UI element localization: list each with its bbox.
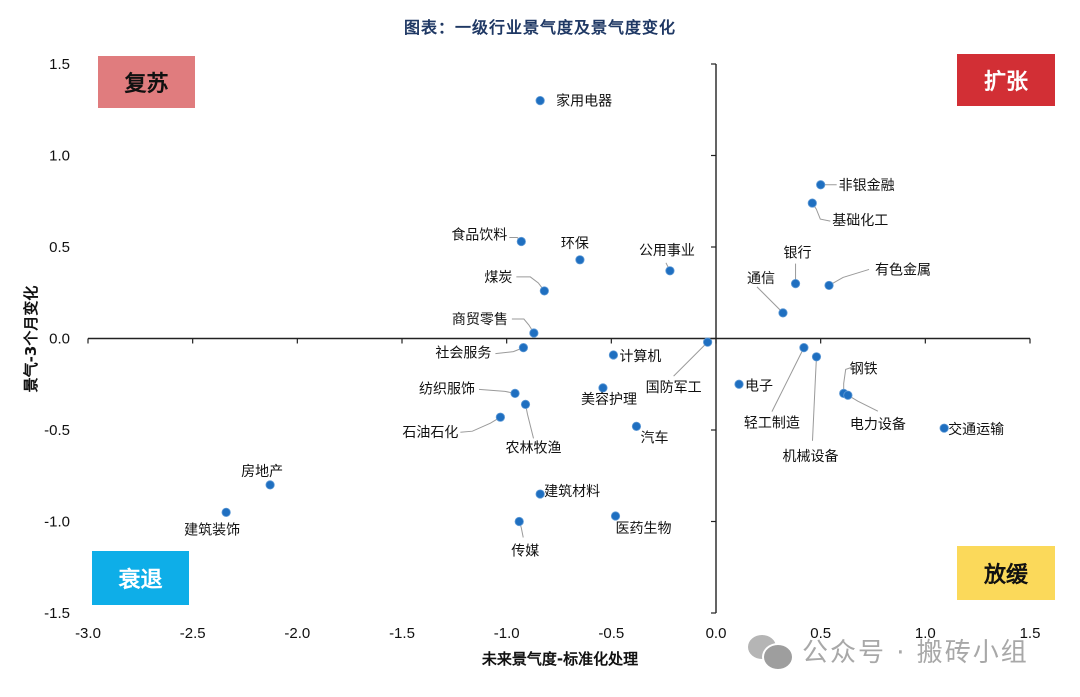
point-label: 家用电器 bbox=[556, 93, 612, 110]
data-point bbox=[518, 343, 529, 353]
x-tick-label: 1.5 bbox=[1020, 625, 1041, 642]
data-point bbox=[811, 352, 822, 362]
x-tick-label: -3.0 bbox=[75, 625, 101, 642]
point-label: 社会服务 bbox=[435, 346, 491, 362]
data-point bbox=[514, 516, 524, 527]
point-label: 银行 bbox=[784, 246, 812, 262]
x-tick-label: 1.0 bbox=[915, 625, 936, 642]
data-point bbox=[790, 278, 801, 289]
axes: -3.0 -2.5 -2.0 -1.5 -1.0 -0.5 0.0 0.5 1.0 1.5 1.5 1… bbox=[44, 56, 1040, 642]
point-label: 通信 bbox=[747, 271, 775, 287]
point-label: 农林牧渔 bbox=[506, 440, 562, 456]
x-tick-label: -0.5 bbox=[598, 625, 624, 642]
data-point bbox=[665, 266, 675, 276]
quadrant-label-recovery: 复苏 bbox=[98, 56, 195, 108]
point-label: 汽车 bbox=[640, 429, 668, 446]
data-point bbox=[520, 399, 531, 409]
chart-title: 图表：一级行业景气度及景气度变化 bbox=[403, 18, 676, 37]
data-point bbox=[843, 390, 853, 400]
quadrant-label-slowdown: 放缓 bbox=[957, 546, 1055, 600]
data-point bbox=[535, 96, 545, 106]
x-tick-label: 0.0 bbox=[706, 625, 727, 642]
point-label: 美容护理 bbox=[581, 391, 637, 408]
data-point bbox=[539, 286, 549, 296]
point-label: 非银金融 bbox=[839, 178, 895, 194]
y-tick-label: -1.0 bbox=[44, 514, 70, 531]
y-tick-label: -1.5 bbox=[44, 605, 70, 622]
point-label: 公用事业 bbox=[639, 243, 695, 259]
y-axis-title: 景气-3个月变化 bbox=[22, 286, 40, 393]
quadrant-label-expansion: 扩张 bbox=[957, 54, 1055, 106]
data-point bbox=[799, 343, 809, 353]
point-label: 纺织服饰 bbox=[419, 381, 475, 397]
x-tick-label: -1.5 bbox=[389, 625, 415, 642]
point-label: 电力设备 bbox=[850, 416, 906, 433]
data-point bbox=[221, 507, 231, 517]
x-tick-label: -2.0 bbox=[284, 625, 310, 642]
quadrant-label-recession: 衰退 bbox=[92, 551, 189, 605]
data-point bbox=[824, 280, 834, 291]
data-point bbox=[265, 480, 275, 490]
point-label: 煤炭 bbox=[484, 270, 512, 286]
y-tick-label: -0.5 bbox=[44, 422, 70, 439]
y-tick-label: 1.0 bbox=[49, 148, 70, 165]
data-point bbox=[631, 421, 642, 431]
point-label: 商贸零售 bbox=[452, 312, 508, 328]
data-point bbox=[939, 423, 949, 433]
data-point bbox=[807, 198, 817, 208]
point-label: 有色金属 bbox=[875, 261, 931, 278]
data-point bbox=[610, 511, 621, 521]
data-point bbox=[703, 337, 713, 347]
y-tick-label: 0.0 bbox=[49, 331, 70, 348]
point-label: 环保 bbox=[561, 236, 589, 252]
y-tick-label: 0.5 bbox=[49, 239, 70, 256]
point-label: 钢铁 bbox=[850, 361, 878, 377]
point-label: 电子 bbox=[745, 378, 773, 394]
data-point bbox=[575, 255, 585, 265]
data-point bbox=[516, 236, 526, 247]
point-label: 计算机 bbox=[619, 349, 661, 365]
point-label: 建筑装饰 bbox=[184, 522, 240, 538]
point-label: 基础化工 bbox=[832, 212, 888, 229]
point-label: 机械设备 bbox=[782, 448, 838, 465]
data-point bbox=[778, 308, 788, 318]
data-points bbox=[221, 96, 949, 527]
point-label: 石油石化 bbox=[402, 425, 458, 441]
data-point bbox=[608, 350, 619, 360]
data-point bbox=[816, 180, 826, 190]
point-label: 国防军工 bbox=[646, 380, 702, 396]
x-axis-title: 未来景气度-标准化处理 bbox=[481, 650, 638, 668]
point-label: 轻工制造 bbox=[744, 416, 800, 432]
x-tick-label: 0.5 bbox=[810, 625, 831, 642]
data-point bbox=[495, 412, 505, 422]
point-label: 传媒 bbox=[511, 544, 539, 560]
data-point bbox=[535, 489, 545, 499]
wechat-icon bbox=[748, 633, 794, 671]
x-tick-label: -1.0 bbox=[494, 625, 520, 642]
y-tick-label: 1.5 bbox=[49, 56, 70, 73]
point-label: 建筑材料 bbox=[544, 484, 600, 500]
x-tick-label: -2.5 bbox=[180, 625, 206, 642]
point-label: 交通运输 bbox=[948, 421, 1004, 438]
data-point bbox=[529, 328, 539, 338]
data-point bbox=[734, 379, 744, 389]
watermark: 公众号 · 搬砖小组 bbox=[748, 632, 1029, 671]
point-label: 房地产 bbox=[241, 464, 283, 480]
point-label: 医药生物 bbox=[616, 521, 672, 537]
data-point bbox=[510, 388, 520, 398]
watermark-text: 公众号 · 搬砖小组 bbox=[802, 638, 1029, 668]
data-point bbox=[598, 383, 608, 393]
point-label: 食品饮料 bbox=[451, 227, 507, 244]
